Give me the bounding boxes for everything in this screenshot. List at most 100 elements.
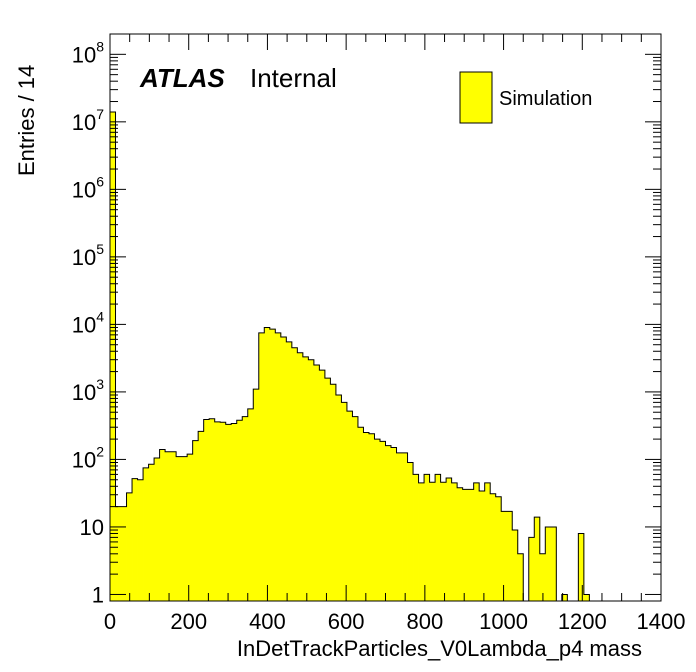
histogram-bin — [181, 456, 188, 601]
histogram-bin — [357, 427, 364, 601]
histogram-bin — [297, 352, 304, 601]
histogram-bin — [534, 517, 541, 601]
histogram-bin — [242, 416, 249, 601]
x-tick-label: 400 — [249, 609, 286, 634]
x-tick-label: 0 — [104, 609, 116, 634]
histogram-bin — [495, 496, 502, 601]
histogram-bin — [236, 420, 243, 601]
histogram-bin — [187, 454, 194, 601]
histogram-bin — [341, 402, 348, 601]
histogram-bin — [528, 537, 535, 601]
histogram-bin — [501, 511, 508, 601]
histogram-bin — [391, 447, 397, 601]
histogram-bin — [424, 474, 430, 601]
histogram-bin — [159, 449, 166, 601]
y-axis-title: Entries / 14 — [14, 65, 39, 176]
histogram-bin — [280, 337, 287, 601]
histogram-bin — [192, 440, 199, 601]
histogram-bin — [253, 389, 260, 601]
y-tick-label: 1 — [92, 582, 104, 607]
histogram-bin — [176, 456, 183, 601]
histogram-bin — [578, 533, 585, 601]
histogram-outline — [109, 111, 661, 602]
histogram-bin — [264, 327, 271, 601]
histogram-bin — [335, 395, 342, 601]
histogram-bin — [363, 432, 370, 601]
histogram-bin — [368, 433, 375, 601]
histogram-bin — [269, 329, 276, 601]
histogram-bin — [148, 464, 155, 601]
histogram-bin — [550, 526, 557, 601]
histogram-bin — [247, 408, 254, 601]
internal-label: Internal — [250, 63, 337, 93]
histogram-bin — [413, 474, 419, 601]
histogram-bin — [231, 423, 238, 601]
histogram-bin — [462, 489, 469, 601]
histogram-bin — [275, 332, 282, 601]
y-tick-label: 107 — [72, 106, 104, 135]
histogram-bin — [324, 378, 331, 601]
histogram-bin — [286, 341, 293, 601]
histogram-bin — [209, 418, 216, 601]
histogram-bin — [561, 594, 568, 601]
histogram-bin — [473, 482, 480, 601]
histogram-bin — [429, 482, 436, 601]
histogram-bin — [396, 452, 403, 601]
x-tick-label: 200 — [170, 609, 207, 634]
axis-ticks — [109, 33, 662, 601]
histogram-bin — [330, 384, 337, 601]
histogram-bin — [484, 482, 491, 601]
histogram-bin — [165, 451, 172, 601]
histogram-bin — [126, 492, 133, 601]
histogram-bin — [121, 506, 127, 601]
histogram-bin — [446, 478, 453, 601]
x-tick-label: 600 — [328, 609, 365, 634]
histogram-bin — [214, 421, 221, 601]
histogram-bin — [385, 445, 392, 601]
histogram-bin — [479, 491, 486, 601]
histogram-bin — [539, 553, 546, 601]
histogram-bin — [468, 489, 475, 601]
histogram-bin — [132, 478, 138, 601]
histogram-bin — [313, 365, 320, 601]
atlas-label: ATLAS — [139, 63, 225, 93]
histogram-bin — [418, 482, 425, 601]
x-axis-title: InDetTrackParticles_V0Lambda_p4 mass — [237, 636, 642, 661]
histogram-bin — [302, 356, 309, 601]
histogram-bin — [379, 441, 386, 601]
legend-entry-simulation: Simulation — [499, 88, 592, 110]
y-tick-label: 104 — [72, 308, 104, 337]
histogram-bin — [374, 439, 381, 601]
histogram-bin — [143, 467, 149, 601]
histogram-bin — [506, 511, 513, 601]
histogram-bin — [154, 457, 160, 601]
histogram-bin — [352, 416, 359, 601]
histogram-bin — [198, 431, 205, 601]
histogram-bin — [490, 493, 497, 601]
x-tick-label: 1200 — [558, 609, 607, 634]
histogram-bars — [110, 111, 590, 601]
histogram-bin — [545, 526, 552, 601]
legend-swatch — [459, 71, 493, 124]
y-tick-label: 108 — [72, 38, 104, 67]
x-tick-label: 1000 — [479, 609, 528, 634]
histogram-bin — [225, 424, 232, 601]
histogram-bin — [110, 111, 116, 601]
histogram-bin — [440, 482, 447, 601]
histogram-bin — [435, 474, 441, 601]
y-tick-label: 10 — [80, 515, 104, 540]
histogram-bin — [346, 411, 353, 601]
histogram-bin — [203, 419, 210, 601]
histogram-bin — [457, 487, 464, 601]
histogram-bin — [517, 553, 524, 601]
histogram-bin — [402, 452, 408, 601]
histogram-bin — [512, 530, 519, 601]
histogram-bin — [451, 482, 458, 601]
histogram-bin — [220, 422, 227, 601]
histogram-bin — [291, 347, 298, 601]
y-tick-label: 103 — [72, 376, 104, 405]
y-tick-label: 102 — [72, 443, 104, 472]
histogram-bin — [583, 594, 590, 601]
histogram-bin — [319, 370, 326, 601]
